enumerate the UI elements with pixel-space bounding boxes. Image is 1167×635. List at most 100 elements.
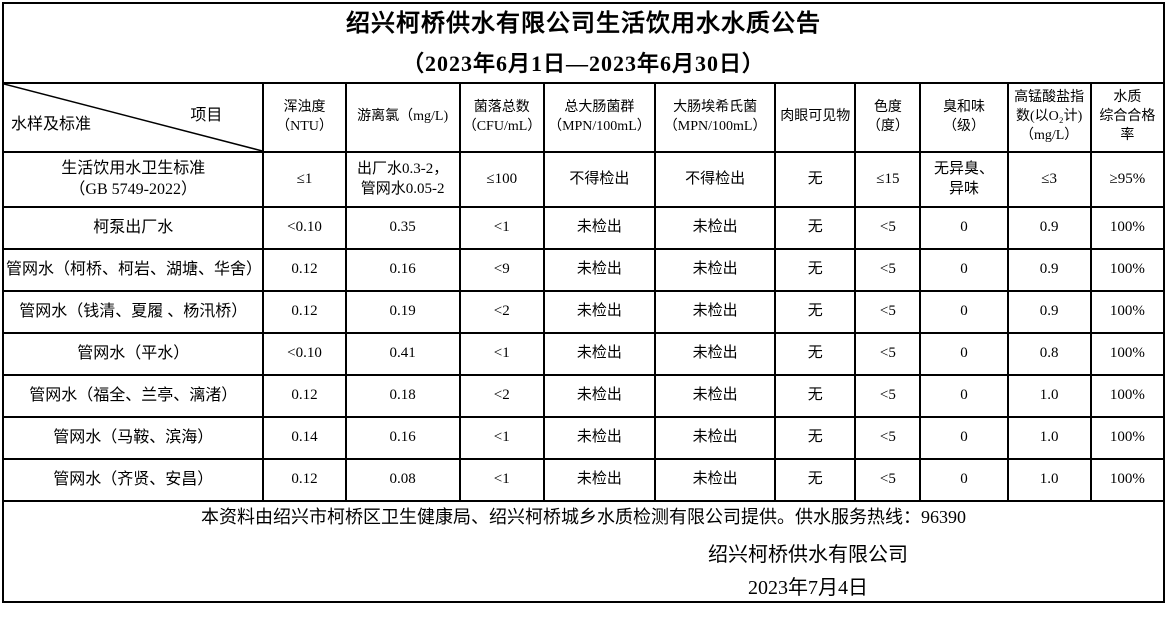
cell-value: 0.08	[344, 458, 461, 502]
footer-note: 本资料由绍兴市柯桥区卫生健康局、绍兴柯桥城乡水质检测有限公司提供。供水服务热线：…	[201, 507, 966, 527]
column-header: 高锰酸盐指数(以O₂计) （mg/L）	[1006, 82, 1092, 153]
cell-value: 0.8	[1006, 332, 1092, 376]
footer-row: 本资料由绍兴市柯桥区卫生健康局、绍兴柯桥城乡水质检测有限公司提供。供水服务热线：…	[2, 500, 1165, 603]
row-label: 管网水（齐贤、安昌）	[1, 458, 265, 502]
cell-value: <5	[854, 458, 922, 502]
cell-value: 0	[919, 206, 1009, 250]
cell-value: 不得检出	[542, 151, 657, 208]
cell-value: 0.9	[1006, 248, 1092, 292]
cell-value: <5	[854, 290, 922, 334]
cell-value: <9	[458, 248, 545, 292]
cell-value: 100%	[1089, 248, 1166, 292]
cell-value: 0	[919, 332, 1009, 376]
cell-value: 未检出	[542, 248, 657, 292]
cell-value: <0.10	[262, 206, 347, 250]
cell-value: 0.9	[1006, 206, 1092, 250]
cell-value: 无	[774, 374, 857, 418]
cell-value: 无	[774, 206, 857, 250]
page-subtitle: （2023年6月1日—2023年6月30日）	[401, 50, 765, 76]
cell-value: 1.0	[1006, 416, 1092, 460]
page-title: 绍兴柯桥供水有限公司生活饮用水水质公告	[346, 11, 821, 38]
cell-value: ≤100	[458, 151, 545, 208]
cell-value: 未检出	[542, 374, 657, 418]
row-label: 生活饮用水卫生标准 （GB 5749-2022）	[1, 151, 265, 208]
cell-value: 0	[919, 416, 1009, 460]
corner-label-item: 项目	[190, 107, 223, 124]
table-header-row: 项目 水样及标准 浑浊度 （NTU） 游离氯（mg/L) 菌落总数 （CFU/mL）…	[1, 82, 1166, 153]
column-header: 总大肠菌群 （MPN/100mL）	[542, 82, 657, 153]
table-row: 管网水（柯桥、柯岩、湖塘、华舍） 0.12 0.16 <9 未检出 未检出无 <5 0 0.9 1…	[1, 248, 1166, 292]
cell-value: 无	[774, 416, 857, 460]
cell-value: 出厂水0.3-2， 管网水0.05-2	[344, 151, 461, 208]
cell-value: 0	[919, 290, 1009, 334]
cell-value: 100%	[1089, 206, 1166, 250]
table-row: 管网水（齐贤、安昌） 0.12 0.08 <1 未检出 未检出无 <5 0 1.0 100%	[1, 458, 1166, 502]
cell-value: 0	[919, 248, 1009, 292]
water-quality-notice-table: 绍兴柯桥供水有限公司生活饮用水水质公告 （2023年6月1日—2023年6月30…	[1, 2, 1166, 603]
cell-value: <2	[458, 374, 545, 418]
title-row: 绍兴柯桥供水有限公司生活饮用水水质公告 （2023年6月1日—2023年6月30…	[2, 2, 1165, 84]
cell-value: 无	[774, 458, 857, 502]
cell-value: ≥95%	[1089, 151, 1166, 208]
cell-value: 未检出	[542, 416, 657, 460]
cell-value: 0.41	[344, 332, 461, 376]
cell-value: 未检出	[654, 206, 777, 250]
cell-value: ≤1	[262, 151, 347, 208]
title-block: 绍兴柯桥供水有限公司生活饮用水水质公告 （2023年6月1日—2023年6月30…	[2, 2, 1165, 84]
cell-value: 无	[774, 290, 857, 334]
cell-value: 未检出	[654, 290, 777, 334]
cell-value: 0.12	[262, 290, 347, 334]
cell-value: 未检出	[654, 374, 777, 418]
cell-value: <1	[458, 206, 545, 250]
cell-value: 0.16	[344, 416, 461, 460]
cell-value: 无	[774, 332, 857, 376]
cell-value: 0.12	[262, 374, 347, 418]
column-header: 大肠埃希氏菌 （MPN/100mL）	[654, 82, 777, 153]
corner-label-sample-standard: 水样及标准	[11, 116, 92, 133]
cell-value: 未检出	[542, 458, 657, 502]
cell-value: 未检出	[654, 458, 777, 502]
cell-value: 100%	[1089, 332, 1166, 376]
cell-value: 0.9	[1006, 290, 1092, 334]
cell-value: 未检出	[542, 332, 657, 376]
cell-value: <1	[458, 458, 545, 502]
cell-value: 未检出	[654, 332, 777, 376]
row-label: 柯泵出厂水	[1, 206, 265, 250]
cell-value: <5	[854, 206, 922, 250]
table-row: 管网水（平水） <0.10 0.41 <1 未检出 未检出无 <5 0 0.8 100%	[1, 332, 1166, 376]
cell-value: 0.14	[262, 416, 347, 460]
footer-block: 本资料由绍兴市柯桥区卫生健康局、绍兴柯桥城乡水质检测有限公司提供。供水服务热线：…	[2, 500, 1165, 603]
table-row: 生活饮用水卫生标准 （GB 5749-2022） ≤1 出厂水0.3-2， 管网水0…	[1, 151, 1166, 208]
cell-value: 100%	[1089, 374, 1166, 418]
row-label: 管网水（马鞍、滨海）	[1, 416, 265, 460]
cell-value: 0.12	[262, 458, 347, 502]
row-label: 管网水（平水）	[1, 332, 265, 376]
cell-value: 无	[774, 248, 857, 292]
cell-value: 1.0	[1006, 458, 1092, 502]
cell-value: ≤15	[854, 151, 922, 208]
column-header: 水质 综合合格率	[1089, 82, 1166, 153]
cell-value: 无异臭、 异味	[919, 151, 1009, 208]
table-row: 管网水（马鞍、滨海） 0.14 0.16 <1 未检出 未检出无 <5 0 1.0 100%	[1, 416, 1166, 460]
cell-value: <5	[854, 332, 922, 376]
cell-value: 不得检出	[654, 151, 777, 208]
cell-value: 1.0	[1006, 374, 1092, 418]
cell-value: 0	[919, 458, 1009, 502]
corner-header-cell: 项目 水样及标准	[1, 82, 265, 153]
cell-value: 100%	[1089, 458, 1166, 502]
signature-date: 2023年7月4日	[748, 577, 868, 599]
cell-value: 未检出	[654, 416, 777, 460]
row-label: 管网水（柯桥、柯岩、湖塘、华舍）	[1, 248, 265, 292]
column-header: 臭和味 （级）	[919, 82, 1009, 153]
diagonal-divider-line	[4, 84, 262, 151]
cell-value: <0.10	[262, 332, 347, 376]
table-row: 柯泵出厂水 <0.10 0.35 <1 未检出 未检出无 <5 0 0.9 100%	[1, 206, 1166, 250]
cell-value: 0.18	[344, 374, 461, 418]
cell-value: ≤3	[1006, 151, 1092, 208]
column-header: 游离氯（mg/L)	[344, 82, 461, 153]
cell-value: <5	[854, 416, 922, 460]
table-row: 管网水（钱清、夏履 、杨汛桥） 0.12 0.19 <2 未检出 未检出无 <5 0 0.9 10…	[1, 290, 1166, 334]
cell-value: 未检出	[654, 248, 777, 292]
signature-company: 绍兴柯桥供水有限公司	[708, 544, 908, 566]
cell-value: 0.19	[344, 290, 461, 334]
